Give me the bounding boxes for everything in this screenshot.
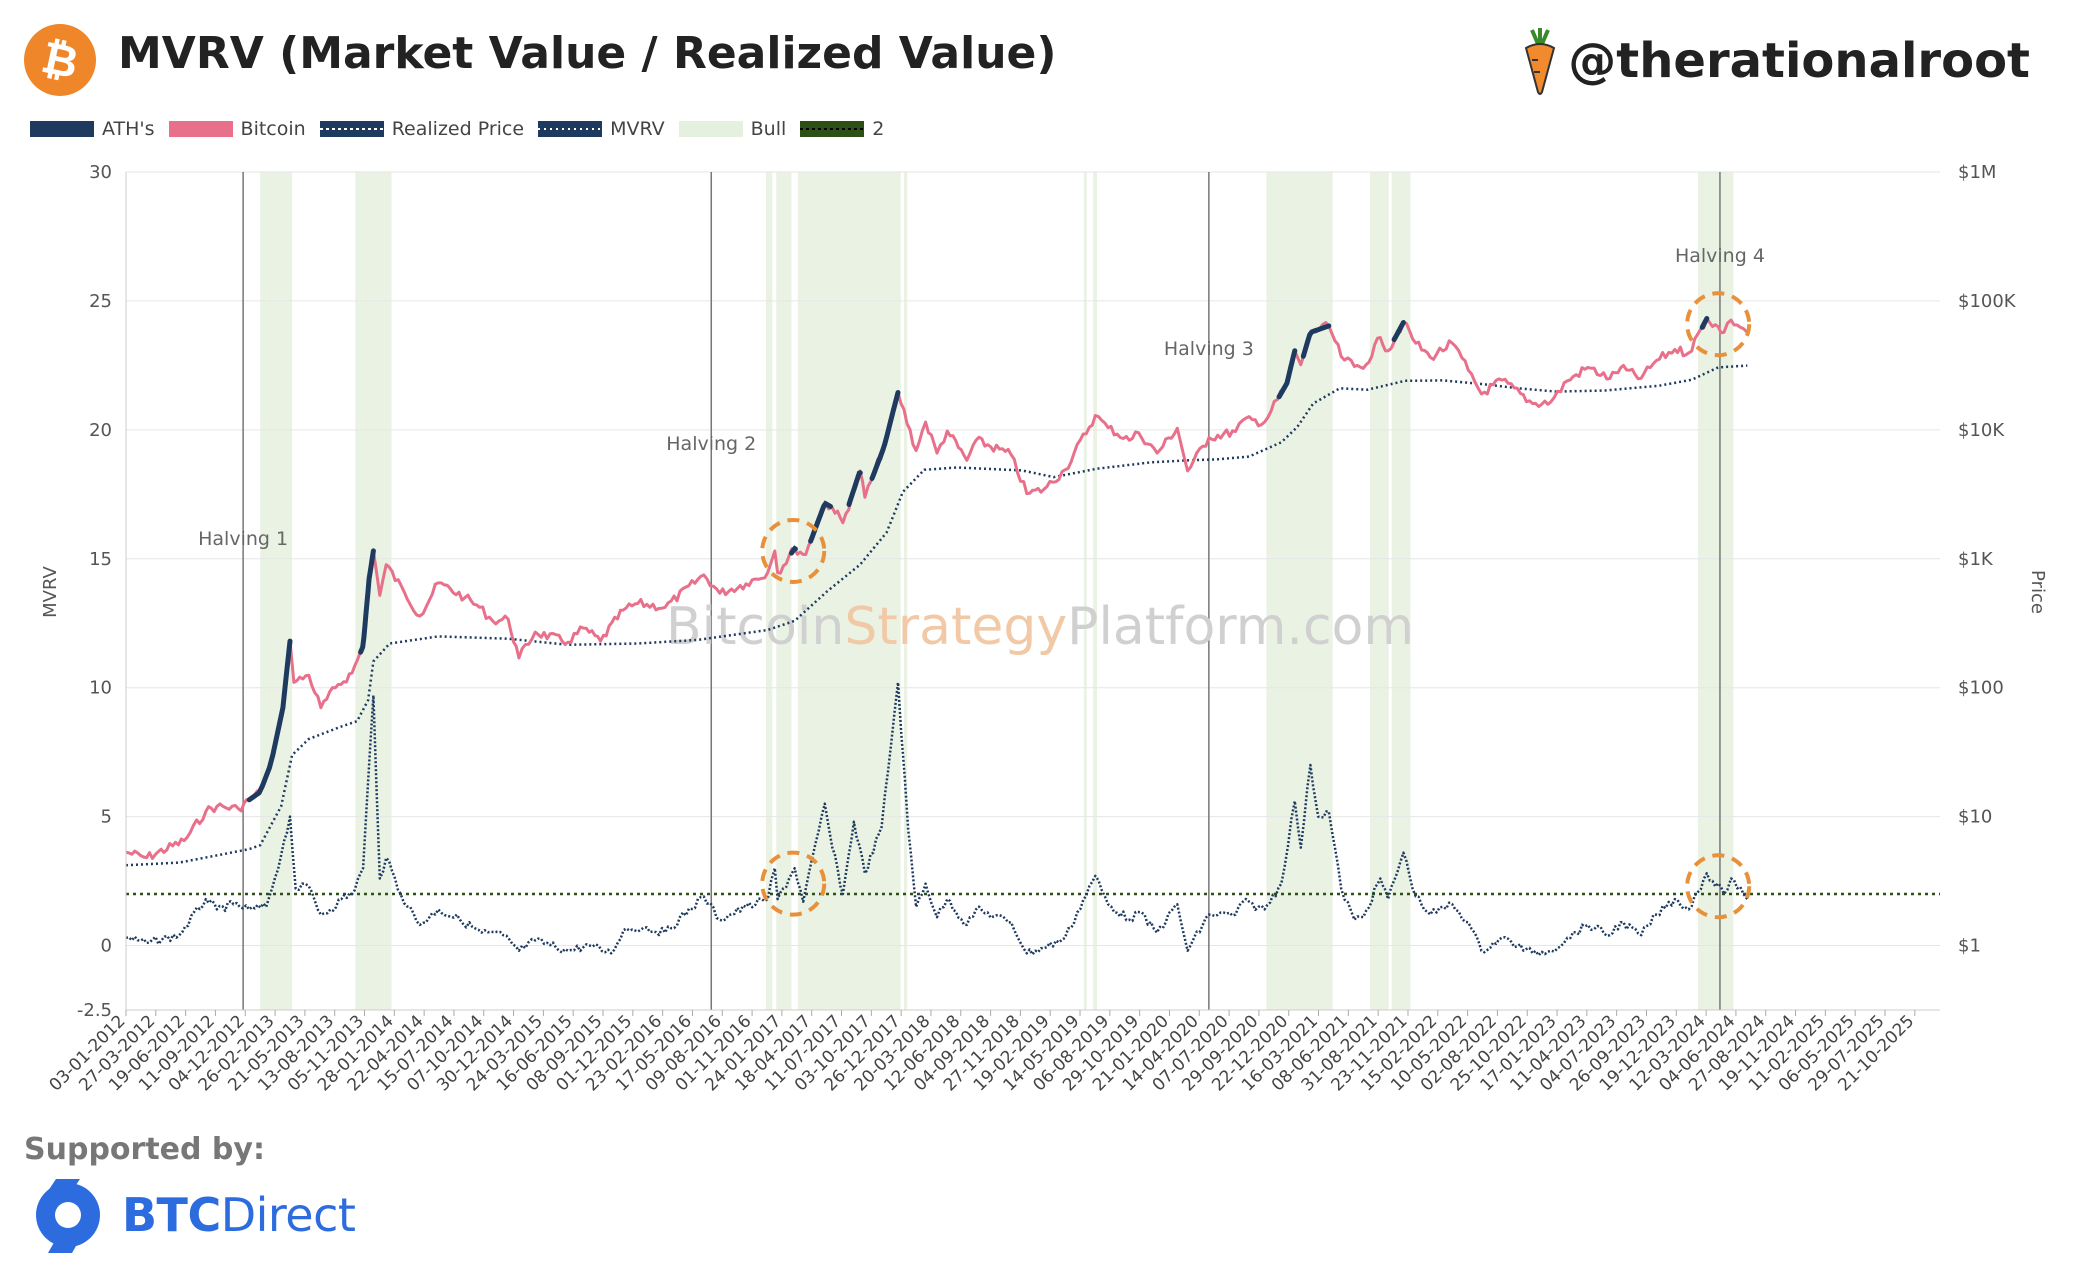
legend-label: 2	[872, 118, 885, 140]
supported-by-label: Supported by:	[24, 1132, 265, 1167]
ath-segment	[808, 500, 833, 544]
highlight-circle	[760, 517, 827, 584]
halving-label: Halving 4	[1675, 245, 1765, 267]
legend-item-mvrv[interactable]: MVRV	[538, 118, 665, 140]
watermark-part-3: Platform.com	[1067, 597, 1414, 657]
y-tick-label: 10	[89, 678, 112, 699]
ath-segment	[869, 390, 901, 481]
bull-period	[1083, 172, 1087, 1010]
gridlines	[126, 171, 1940, 1011]
legend-swatch-threshold	[800, 121, 865, 137]
y2-tick-label: $1M	[1958, 162, 1996, 183]
y-tick-label: 5	[101, 807, 112, 828]
y2-tick-label: $100	[1958, 678, 2004, 699]
legend-swatch-realized-price	[319, 121, 384, 137]
ath-segment	[789, 545, 798, 556]
legend-swatch-ath	[30, 121, 94, 137]
highlight-circle	[1685, 853, 1752, 920]
bull-period	[355, 172, 392, 1010]
ath-segment	[358, 548, 376, 655]
bull-period	[1391, 172, 1411, 1010]
legend-label: Bitcoin	[240, 118, 306, 140]
y2-tick-label: $1	[1958, 936, 1981, 957]
y-tick-label: 0	[101, 936, 112, 957]
y2-axis-label: Price	[2027, 570, 2048, 614]
y-axis-label: MVRV	[40, 565, 61, 617]
axes: -2.5 0 5 10 15 20 25 30 $1 $10 $100 $1K $10K $100K $1M…	[40, 162, 2048, 1095]
ath-segment	[1300, 323, 1332, 359]
bull-period	[1093, 172, 1098, 1010]
highlight-circles	[760, 291, 1752, 920]
sponsor-name: BTCDirect	[122, 1188, 356, 1242]
y-tick-label: -2.5	[77, 1000, 112, 1021]
bitcoin-logo-icon: ₿	[24, 24, 96, 96]
y-tick-label: 15	[89, 549, 112, 570]
bull-period	[1697, 172, 1734, 1010]
bitcoin-price-line	[125, 317, 1749, 860]
legend-label: MVRV	[610, 118, 665, 140]
y-tick-label: 25	[89, 291, 112, 312]
y2-tick-label: $1K	[1958, 549, 1994, 570]
bull-period	[1369, 172, 1389, 1010]
bull-period	[903, 172, 908, 1010]
legend-swatch-bitcoin	[168, 121, 233, 137]
halving-label: Halving 1	[198, 528, 288, 550]
legend-label: Bull	[750, 118, 787, 140]
bull-period	[260, 172, 293, 1010]
highlight-circle	[760, 850, 827, 917]
sponsor-logo[interactable]: BTCDirect	[28, 1175, 356, 1255]
page-title: MVRV (Market Value / Realized Value)	[118, 28, 1057, 79]
series-lines	[125, 316, 1749, 957]
y2-tick-label: $100K	[1958, 291, 2017, 312]
author-handle: @therationalroot	[1522, 26, 2030, 96]
legend-item-bull[interactable]: Bull	[678, 118, 787, 140]
ath-segment	[1391, 320, 1406, 343]
watermark-part-1: Bitcoin	[666, 597, 844, 657]
legend-swatch-bull	[678, 121, 743, 137]
y-tick-label: 30	[89, 162, 112, 183]
realized-price-line	[125, 364, 1748, 867]
bull-periods	[260, 172, 1734, 1010]
legend-item-bitcoin[interactable]: Bitcoin	[168, 118, 306, 140]
ath-segment	[846, 470, 863, 507]
bull-period	[765, 172, 773, 1010]
legend-swatch-mvrv	[538, 121, 603, 137]
legend: ATH's Bitcoin Realized Price MVRV Bull 2	[30, 118, 898, 140]
mvrv-line	[125, 681, 1749, 957]
ath-segment	[1699, 316, 1710, 330]
bull-period	[1266, 172, 1333, 1010]
carrot-icon	[1525, 28, 1556, 95]
bull-period	[776, 172, 792, 1010]
legend-label: Realized Price	[391, 118, 525, 140]
watermark-part-2: Strategy	[844, 597, 1067, 657]
y2-tick-label: $10	[1958, 807, 1992, 828]
mvrv-chart: Halving 1 Halving 2 Halving 3 Halving 4 Bit…	[40, 162, 2048, 1095]
ath-segment	[246, 638, 293, 803]
ath-segment	[1276, 348, 1298, 400]
header: ₿ MVRV (Market Value / Realized Value) @…	[0, 0, 2080, 115]
watermark: BitcoinStrategyPlatform.com	[666, 597, 1414, 657]
y2-tick-label: $10K	[1958, 420, 2005, 441]
legend-item-ath[interactable]: ATH's	[30, 118, 155, 140]
legend-label: ATH's	[102, 118, 155, 140]
author-handle-text: @therationalroot	[1568, 33, 2030, 89]
bull-period	[797, 172, 901, 1010]
y-tick-label: 20	[89, 420, 112, 441]
halving-label: Halving 3	[1164, 338, 1254, 360]
legend-item-realized-price[interactable]: Realized Price	[319, 118, 525, 140]
highlight-circle	[1685, 291, 1752, 358]
btcdirect-logo-icon	[36, 1179, 100, 1253]
halving-lines: Halving 1 Halving 2 Halving 3 Halving 4	[198, 172, 1765, 1010]
sponsor-name-bold: BTC	[122, 1188, 221, 1242]
halving-label: Halving 2	[666, 433, 756, 455]
legend-item-threshold[interactable]: 2	[800, 118, 884, 140]
sponsor-name-rest: Direct	[220, 1188, 356, 1242]
